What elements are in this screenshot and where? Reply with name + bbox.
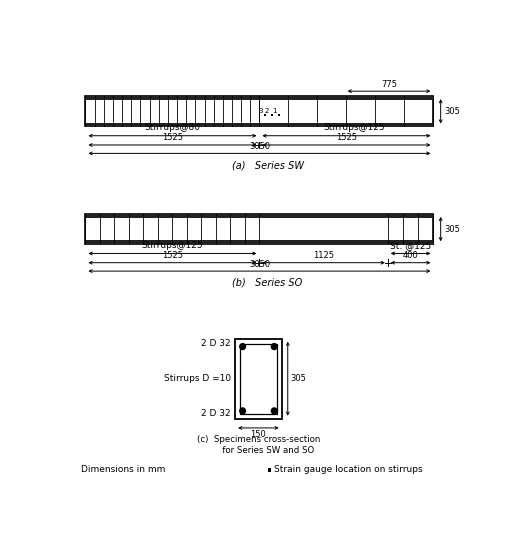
Text: 3050: 3050 [249, 259, 270, 269]
Bar [86, 122, 433, 127]
Text: 2 D 32: 2 D 32 [201, 410, 231, 418]
Bar [235, 339, 282, 419]
Bar [86, 96, 433, 127]
Circle shape [240, 343, 245, 349]
Text: 1: 1 [272, 108, 276, 114]
Text: 1525: 1525 [162, 251, 183, 260]
Text: 3050: 3050 [249, 142, 270, 151]
Text: 1125: 1125 [313, 251, 334, 260]
Text: (b)   Series SO: (b) Series SO [232, 278, 303, 288]
Bar [278, 114, 280, 116]
Text: Stirrups@125: Stirrups@125 [324, 123, 385, 132]
Text: Strain gauge location on stirrups: Strain gauge location on stirrups [274, 465, 422, 474]
Text: 305: 305 [444, 224, 460, 234]
Bar [86, 96, 433, 100]
Text: 1525: 1525 [162, 133, 183, 143]
Text: St. @125: St. @125 [390, 241, 431, 250]
Bar [270, 114, 272, 116]
Text: 2 D 32: 2 D 32 [201, 339, 231, 348]
Text: (c)  Specimens cross-section
       for Series SW and SO: (c) Specimens cross-section for Series S… [197, 436, 320, 455]
Text: Dimensions in mm: Dimensions in mm [81, 465, 166, 474]
Bar [240, 343, 277, 414]
Bar [264, 114, 266, 116]
Text: 150: 150 [251, 430, 266, 440]
Bar [267, 468, 271, 472]
Text: 305: 305 [444, 107, 460, 116]
Bar [86, 214, 433, 218]
Circle shape [271, 343, 277, 349]
Circle shape [271, 408, 277, 414]
Text: 1525: 1525 [336, 133, 357, 143]
Text: 775: 775 [381, 80, 397, 88]
Text: 3: 3 [258, 108, 263, 114]
Text: Stirrups D =10: Stirrups D =10 [164, 374, 231, 383]
Text: (a)   Series SW: (a) Series SW [232, 160, 303, 170]
Text: Stirrups@125: Stirrups@125 [141, 241, 203, 250]
Text: 2: 2 [265, 108, 269, 114]
Circle shape [240, 408, 245, 414]
Bar [86, 214, 433, 244]
Text: 400: 400 [403, 251, 419, 260]
Text: 305: 305 [291, 374, 306, 383]
Text: Stirrups@80: Stirrups@80 [145, 123, 200, 132]
Bar [86, 240, 433, 244]
